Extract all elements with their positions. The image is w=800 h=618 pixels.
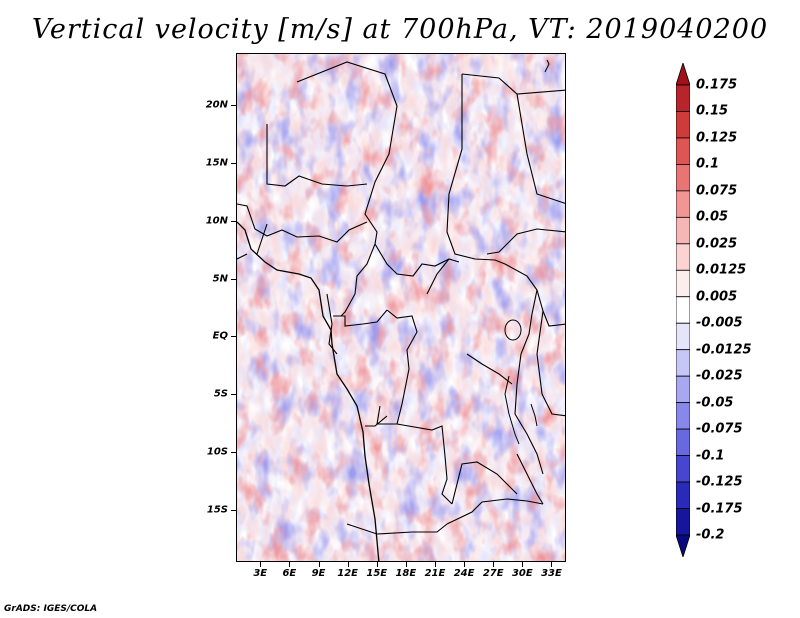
lon-tick [260, 562, 262, 567]
colorbar-level-label: -0.2 [696, 527, 725, 543]
lon-label-9e: 9E [311, 568, 326, 579]
lon-label-33e: 33E [541, 568, 562, 579]
lon-label-3e: 3E [253, 568, 268, 579]
lon-tick [318, 562, 320, 567]
colorbar-segment [676, 137, 690, 165]
lat-tick [231, 394, 236, 396]
colorbar-level-label: 0.005 [696, 289, 738, 305]
lon-label-24e: 24E [453, 568, 475, 579]
colorbar-level-label: 0.075 [696, 183, 738, 199]
lon-tick [376, 562, 378, 567]
lon-label-30e: 30E [511, 568, 533, 579]
lon-tick [405, 562, 407, 567]
lat-label-5n: 5N [212, 273, 228, 285]
lat-tick [231, 336, 236, 338]
colorbar-level-label: -0.175 [696, 501, 743, 517]
lat-tick [231, 278, 236, 280]
colorbar-segment [676, 481, 690, 509]
vertical-velocity-map [236, 53, 566, 562]
colorbar-segment [676, 216, 690, 245]
colorbar-level-label: 0.15 [696, 103, 729, 119]
lon-label-6e: 6E [282, 568, 297, 579]
lon-tick [347, 562, 349, 567]
lat-label-15s: 15S [206, 504, 228, 516]
colorbar-level-label: -0.005 [696, 315, 743, 331]
colorbar-level-label: 0.05 [696, 209, 729, 225]
colorbar-level-label: -0.075 [696, 421, 743, 437]
colorbar-segment [676, 111, 690, 139]
coastlines [237, 221, 380, 561]
lat-tick [231, 220, 236, 222]
colorbar [676, 63, 690, 557]
colorbar-level-label: 0.125 [696, 130, 738, 146]
lat-label-eq: EQ [212, 330, 228, 342]
colorbar-segment [676, 164, 690, 192]
lat-tick [231, 509, 236, 511]
field-red-cells [237, 54, 565, 561]
colorbar-segment [676, 84, 690, 112]
colorbar-segment [676, 375, 690, 404]
colorbar-segment [676, 243, 690, 271]
colorbar-level-label: -0.05 [696, 395, 734, 411]
lat-label-5s: 5S [213, 388, 228, 400]
colorbar-level-label: 0.1 [696, 156, 720, 172]
map-title: Vertical velocity [m/s] at 700hPa, VT: 2… [31, 14, 769, 45]
colorbar-segment [676, 428, 690, 456]
grads-credit: GrADS: IGES/COLA [4, 604, 98, 614]
colorbar-segment [676, 402, 690, 430]
colorbar-level-label: -0.1 [696, 448, 725, 464]
lon-tick [464, 562, 466, 567]
lat-tick [231, 452, 236, 454]
colorbar-level-label: 0.0125 [696, 262, 747, 278]
colorbar-segment [676, 190, 690, 218]
colorbar-max-arrow [676, 63, 690, 86]
colorbar-min-arrow [676, 534, 690, 557]
lat-tick [231, 162, 236, 164]
colorbar-level-label: 0.175 [696, 77, 738, 93]
lon-tick [493, 562, 495, 567]
lon-label-21e: 21E [424, 568, 446, 579]
colorbar-segment [676, 269, 690, 298]
lat-tick [231, 105, 236, 107]
lon-tick [551, 562, 553, 567]
lon-tick [434, 562, 436, 567]
lon-label-18e: 18E [395, 568, 417, 579]
colorbar-level-label: -0.125 [696, 474, 743, 490]
colorbar-segment [676, 349, 690, 377]
colorbar-segment [676, 296, 690, 324]
lon-label-15e: 15E [366, 568, 388, 579]
lat-label-10s: 10S [206, 446, 228, 458]
colorbar-level-label: -0.0125 [696, 342, 752, 358]
lakes [504, 59, 550, 445]
lon-label-27e: 27E [482, 568, 504, 579]
colorbar-level-label: -0.025 [696, 368, 743, 384]
lat-label-10n: 10N [205, 215, 228, 227]
colorbar-level-label: 0.025 [696, 236, 738, 252]
colorbar-segment [676, 508, 690, 536]
colorbar-segment [676, 322, 690, 351]
lon-label-12e: 12E [337, 568, 358, 579]
lat-label-20n: 20N [205, 99, 228, 111]
lat-label-15n: 15N [205, 157, 228, 169]
lon-tick [522, 562, 524, 567]
lon-tick [289, 562, 291, 567]
colorbar-segment [676, 455, 690, 483]
